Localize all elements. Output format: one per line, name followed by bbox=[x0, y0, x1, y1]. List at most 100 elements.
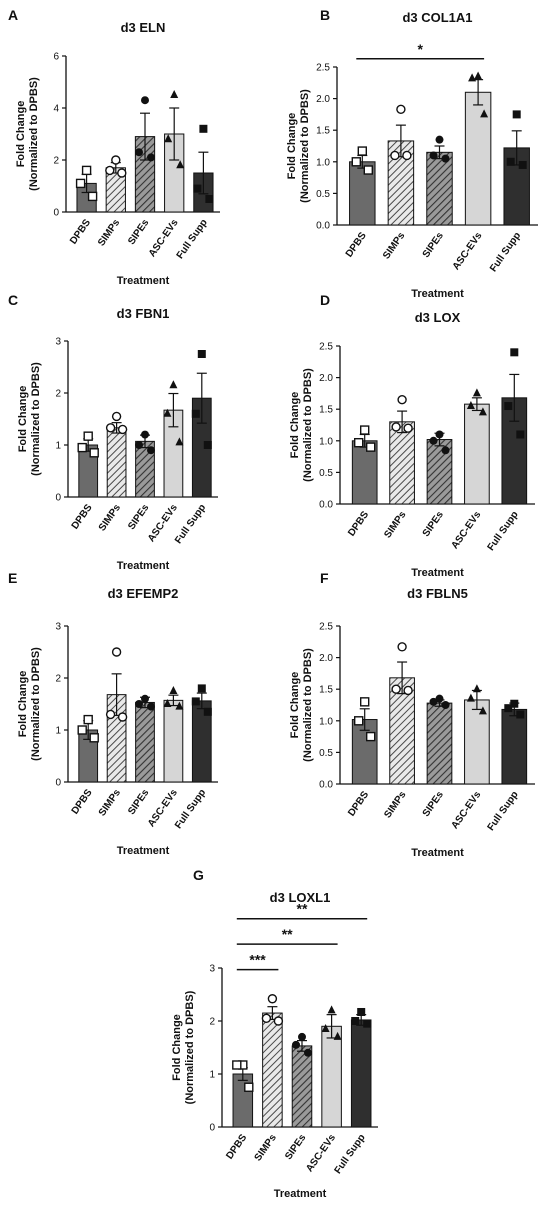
x-tick-label: SIMPs bbox=[381, 230, 407, 261]
data-point bbox=[512, 110, 521, 119]
x-tick-label: ASC-EVs bbox=[449, 509, 483, 551]
data-point bbox=[141, 96, 149, 105]
x-tick-label: DPBS bbox=[224, 1132, 249, 1161]
significance-label: * bbox=[417, 41, 423, 57]
data-point bbox=[397, 395, 407, 405]
x-tick-label: DPBS bbox=[70, 502, 95, 531]
y-axis-label: Fold Change bbox=[289, 392, 301, 459]
data-point bbox=[304, 1048, 312, 1057]
y-tick-label: 4 bbox=[53, 104, 59, 115]
data-point bbox=[111, 647, 122, 657]
y-tick-label: 2.5 bbox=[319, 342, 333, 353]
panel-g: Gd3 LOXL1 0 1 2 3 Fold Change (Normalized to D… bbox=[171, 867, 378, 1200]
data-point bbox=[516, 430, 525, 439]
data-point bbox=[391, 684, 401, 694]
y-axis-label-sub: (Normalized to DPBS) bbox=[184, 990, 196, 1104]
y-axis-label-sub: (Normalized to DPBS) bbox=[299, 89, 311, 203]
chart-title: d3 LOXL1 bbox=[270, 890, 331, 905]
data-point bbox=[105, 709, 116, 720]
data-point bbox=[199, 124, 208, 133]
y-tick-label: 2 bbox=[209, 1017, 215, 1028]
x-tick-label: SIPEs bbox=[421, 230, 447, 260]
x-axis-label: Treatment bbox=[411, 567, 464, 579]
bar bbox=[106, 427, 127, 498]
data-point bbox=[429, 151, 438, 160]
data-point bbox=[273, 1016, 284, 1026]
data-point bbox=[403, 685, 413, 696]
data-point bbox=[193, 184, 202, 193]
data-point bbox=[163, 699, 172, 707]
y-tick-label: 1 bbox=[209, 1070, 215, 1081]
x-tick-label: SIMPs bbox=[382, 509, 408, 540]
y-axis-label-sub: (Normalized to DPBS) bbox=[302, 368, 314, 482]
data-point bbox=[435, 135, 444, 144]
x-tick-label: SIPEs bbox=[283, 1132, 309, 1162]
data-point bbox=[135, 148, 143, 157]
data-point bbox=[147, 153, 155, 162]
data-point bbox=[390, 150, 400, 161]
x-axis-label: Treatment bbox=[117, 560, 170, 572]
y-axis-label: Fold Change bbox=[286, 113, 298, 180]
y-tick-label: 0.0 bbox=[316, 221, 330, 232]
y-axis-label: Fold Change bbox=[17, 671, 29, 738]
y-tick-label: 1 bbox=[55, 441, 61, 452]
significance-label: ** bbox=[282, 926, 293, 942]
data-point bbox=[402, 150, 412, 161]
data-point bbox=[141, 430, 149, 439]
y-tick-label: 2.0 bbox=[319, 653, 333, 664]
data-point bbox=[429, 697, 438, 706]
data-point bbox=[77, 442, 87, 453]
y-tick-label: 2 bbox=[55, 674, 61, 685]
x-tick-label: DPBS bbox=[346, 789, 371, 818]
data-point bbox=[267, 994, 278, 1004]
data-point bbox=[105, 423, 116, 433]
y-tick-label: 0.0 bbox=[319, 780, 333, 791]
x-tick-label: ASC-EVs bbox=[449, 789, 483, 831]
data-point bbox=[292, 1040, 300, 1049]
data-point bbox=[170, 90, 179, 98]
y-tick-label: 1 bbox=[55, 726, 61, 737]
data-point bbox=[89, 733, 99, 743]
y-axis-label-sub: (Normalized to DPBS) bbox=[30, 362, 42, 476]
y-tick-label: 1.0 bbox=[316, 157, 330, 168]
y-tick-label: 0.5 bbox=[316, 189, 330, 200]
panel-d: Dd3 LOX 0.0 0.5 1.0 1.5 2.0 2.5 Fold Change (Nor… bbox=[289, 292, 535, 579]
data-point bbox=[441, 446, 450, 455]
data-point bbox=[164, 134, 173, 143]
data-point bbox=[351, 1017, 360, 1025]
significance-label: ** bbox=[297, 901, 308, 917]
data-point bbox=[203, 441, 212, 449]
y-tick-label: 1.5 bbox=[319, 405, 333, 416]
chart-title: d3 COL1A1 bbox=[402, 10, 472, 25]
y-tick-label: 0 bbox=[55, 493, 61, 504]
panel-f: Fd3 FBLN5 0.0 0.5 1.0 1.5 2.0 2.5 Fold Change (N… bbox=[289, 570, 535, 859]
bar bbox=[464, 91, 492, 226]
data-point bbox=[298, 1032, 306, 1041]
data-point bbox=[504, 704, 513, 713]
x-axis-label: Treatment bbox=[117, 845, 170, 857]
data-point bbox=[175, 437, 184, 446]
data-point bbox=[197, 684, 206, 693]
data-point bbox=[321, 1023, 330, 1032]
data-point bbox=[351, 157, 361, 167]
x-axis-label: Treatment bbox=[274, 1188, 327, 1200]
panel-label: D bbox=[320, 292, 330, 308]
data-point bbox=[518, 160, 527, 169]
significance-label: *** bbox=[249, 952, 266, 968]
data-point bbox=[510, 699, 519, 708]
data-point bbox=[354, 437, 364, 448]
y-axis-label-sub: (Normalized to DPBS) bbox=[302, 648, 314, 762]
data-point bbox=[474, 71, 483, 80]
bar bbox=[350, 1019, 372, 1128]
y-tick-label: 2.5 bbox=[316, 63, 330, 74]
data-point bbox=[397, 642, 407, 652]
data-point bbox=[363, 1019, 372, 1028]
data-point bbox=[466, 401, 475, 410]
x-tick-label: ASC-EVs bbox=[451, 230, 485, 272]
y-tick-label: 1.5 bbox=[316, 126, 330, 137]
data-point bbox=[232, 1060, 242, 1070]
data-point bbox=[366, 731, 376, 742]
data-point bbox=[111, 411, 122, 422]
data-point bbox=[191, 409, 200, 418]
